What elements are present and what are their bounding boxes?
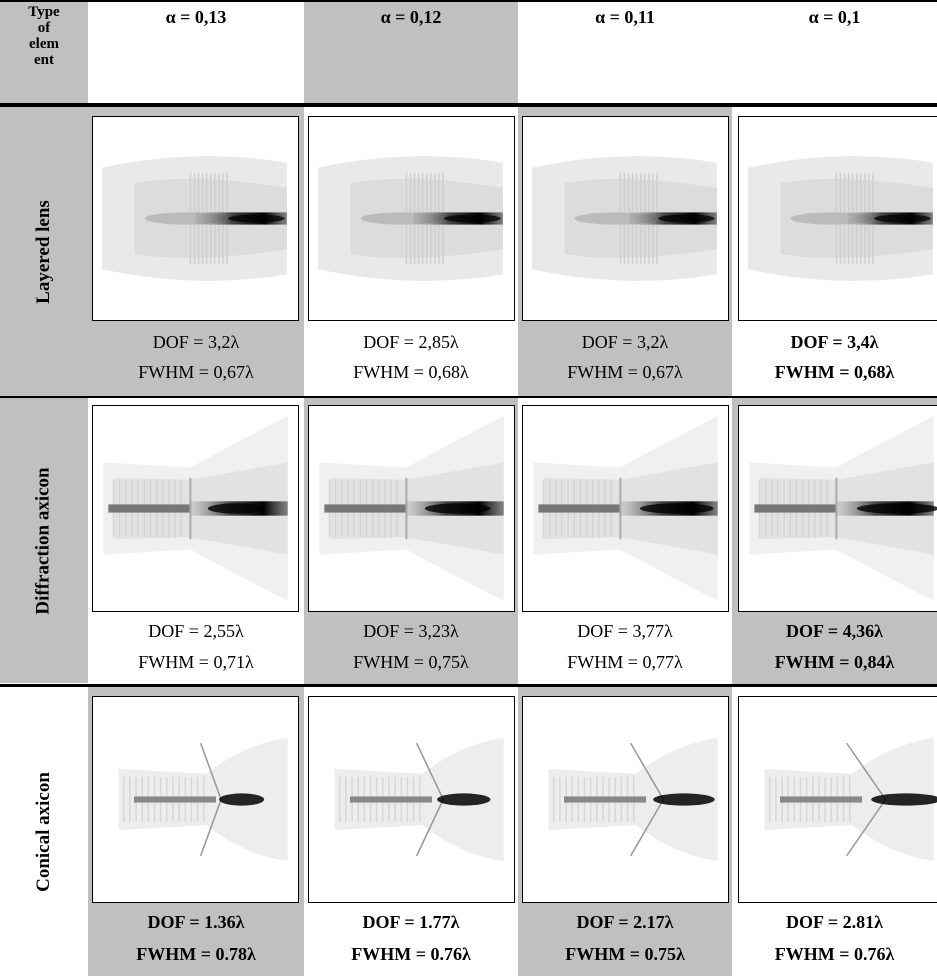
fwhm-value: FWHM = 0,67λ: [138, 362, 254, 382]
dof-value: DOF = 3,2λ: [581, 332, 669, 352]
dof-value: DOF = 2,85λ: [363, 332, 459, 352]
intensity-plot: [92, 405, 299, 612]
intensity-plot: [308, 116, 515, 321]
plot-image: [118, 738, 288, 861]
row-label-conical-axicon: Conical axicon: [33, 771, 54, 892]
fwhm-value: FWHM = 0,84λ: [774, 652, 895, 672]
dof-value: DOF = 4,36λ: [786, 621, 883, 641]
fwhm-value: FWHM = 0.76λ: [774, 944, 895, 964]
intensity-plot: [522, 116, 729, 321]
plot-image: [334, 738, 504, 861]
table-top-rule: [0, 0, 937, 2]
plot-image: [764, 738, 937, 861]
plot-image: [318, 156, 503, 281]
fwhm-value: FWHM = 0.78λ: [136, 944, 256, 964]
dof-value: DOF = 2.17λ: [576, 912, 674, 932]
plot-image: [548, 738, 718, 861]
header-alpha-2: α = 0,12: [380, 7, 442, 27]
fwhm-value: FWHM = 0,71λ: [138, 652, 254, 672]
header-alpha-2-bg: [304, 0, 518, 103]
plot-image: [319, 416, 504, 601]
row1-bottom-rule: [0, 396, 937, 398]
fwhm-value: FWHM = 0,67λ: [567, 362, 683, 382]
intensity-plot: [738, 116, 937, 321]
header-alpha-4: α = 0,1: [808, 7, 861, 27]
plot-image: [102, 156, 287, 281]
row-label-layered-lens: Layered lens: [33, 199, 54, 304]
dof-value: DOF = 2,55λ: [148, 621, 244, 641]
column-type-bg: [0, 107, 88, 683]
intensity-plot: [522, 405, 729, 612]
dof-value: DOF = 1.36λ: [147, 912, 245, 932]
fwhm-value: FWHM = 0,75λ: [353, 652, 469, 672]
fwhm-value: FWHM = 0.75λ: [565, 944, 685, 964]
plot-image: [103, 416, 288, 601]
intensity-plot: [308, 696, 515, 903]
dof-value: DOF = 3,23λ: [363, 621, 459, 641]
row2-bottom-rule: [0, 684, 937, 687]
intensity-plot: [738, 696, 937, 903]
intensity-plot: [92, 696, 299, 903]
dof-value: DOF = 3,77λ: [577, 621, 673, 641]
intensity-plot: [738, 405, 937, 612]
header-type-of-element: Type of elem ent: [28, 4, 60, 68]
fwhm-value: FWHM = 0.76λ: [351, 944, 471, 964]
plot-image: [748, 156, 933, 281]
dof-value: DOF = 1.77λ: [362, 912, 460, 932]
intensity-plot: [522, 696, 729, 903]
fwhm-value: FWHM = 0,68λ: [353, 362, 469, 382]
header-alpha-1: α = 0,13: [165, 7, 227, 27]
plot-image: [749, 416, 937, 601]
plot-image: [532, 156, 717, 281]
fwhm-value: FWHM = 0,77λ: [567, 652, 683, 672]
dof-value: DOF = 2.81λ: [786, 912, 883, 932]
dof-value: DOF = 3,4λ: [790, 332, 879, 352]
row-label-diffraction-axicon: Diffraction axicon: [33, 467, 55, 615]
fwhm-value: FWHM = 0,68λ: [774, 362, 895, 382]
header-alpha-3: α = 0,11: [595, 7, 655, 27]
header-type-bg: [0, 0, 88, 103]
plot-image: [533, 416, 718, 601]
header-bottom-rule: [0, 103, 937, 107]
dof-value: DOF = 3,2λ: [152, 332, 240, 352]
intensity-plot: [92, 116, 299, 321]
intensity-plot: [308, 405, 515, 612]
